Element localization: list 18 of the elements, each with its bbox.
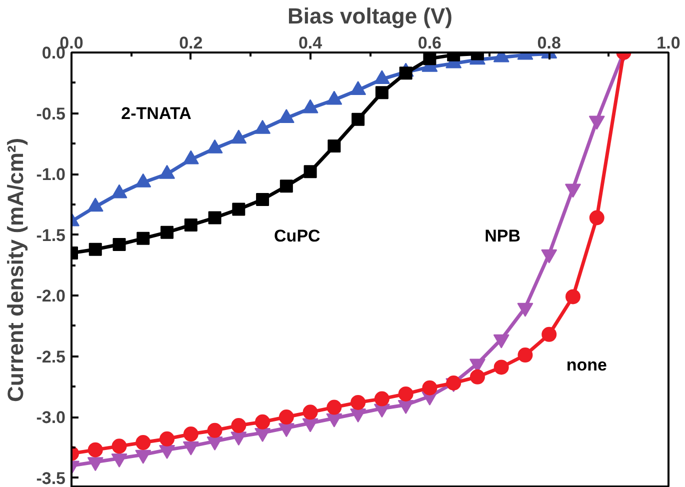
x-tick-label: 0.8 (537, 34, 561, 52)
series-label: NPB (484, 226, 520, 246)
y-tick-label: -3.5 (36, 468, 66, 487)
y-axis-title: Current density (mA/cm²) (3, 138, 28, 402)
x-tick-label: 0.6 (418, 34, 442, 52)
series-label: none (566, 355, 608, 374)
y-tick-label: -3.0 (36, 408, 66, 428)
y-tick-label: -2.0 (36, 286, 66, 306)
y-tick-label: -1.0 (36, 165, 66, 184)
x-tick-label: 0.2 (179, 34, 203, 52)
series-label: CuPC (274, 226, 320, 246)
y-tick-label: -2.5 (36, 347, 66, 366)
y-tick-label: -0.5 (36, 104, 66, 124)
series-label: 2-TNATA (121, 104, 192, 123)
x-tick-label: 0.4 (298, 34, 323, 52)
x-axis-title: Bias voltage (V) (287, 4, 453, 28)
y-tick-label: -1.5 (36, 226, 66, 245)
x-tick-label: 1.0 (656, 34, 680, 52)
